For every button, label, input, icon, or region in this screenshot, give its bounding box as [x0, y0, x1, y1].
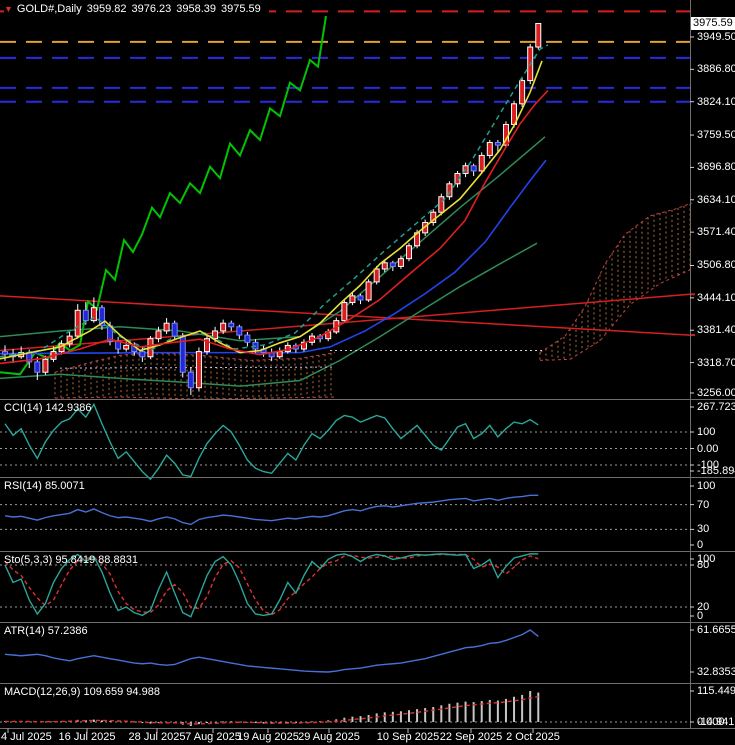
sto-panel-title: Sto(5,3,3) 95.8419 88.8831: [4, 554, 138, 566]
axis-label: 3949.50: [697, 30, 735, 43]
candle: [155, 330, 162, 340]
ohlc-open: 3959.82: [86, 3, 127, 15]
candle: [220, 322, 227, 332]
candle: [406, 245, 412, 260]
symbol-header: ▼ GOLD#,Daily 3959.82 3976.23 3958.39 3975.59: [4, 3, 269, 15]
candle: [212, 330, 219, 340]
candle: [478, 154, 485, 172]
date-label: 22 Sep 2025: [439, 731, 503, 743]
axis-label: 3571.40: [697, 226, 735, 239]
cci-panel-title: CCI(14) 142.9386: [4, 402, 92, 414]
candle: [397, 258, 404, 267]
candle: [34, 361, 41, 373]
candle: [74, 309, 81, 337]
candle: [98, 307, 105, 327]
axis-label: 115.449: [697, 685, 735, 697]
symbol-period: GOLD#,Daily: [16, 3, 82, 15]
axis-label: 0.00: [697, 442, 719, 455]
candle: [276, 351, 283, 358]
axis-label: 3759.50: [697, 129, 735, 142]
axis-label: 3381.40: [697, 324, 735, 337]
candle: [163, 322, 170, 332]
axis-label: 100: [697, 553, 716, 565]
candle: [373, 268, 380, 283]
candle: [90, 307, 97, 322]
date-label: 7 Aug 2025: [185, 731, 241, 743]
candle: [244, 334, 251, 343]
candle: [123, 344, 130, 350]
candle: [519, 80, 526, 105]
axis-label: 80: [697, 559, 710, 571]
axis-label: 3444.10: [697, 291, 735, 304]
axis-label: -14.941: [697, 716, 735, 728]
date-label: 2 Oct 2025: [506, 731, 560, 743]
candle: [204, 338, 210, 353]
axis-label: 3634.10: [697, 193, 735, 206]
candle: [357, 295, 364, 301]
candle: [438, 196, 445, 213]
candle: [228, 322, 235, 328]
candle: [300, 341, 307, 350]
candle: [389, 262, 396, 267]
date-label: 19 Aug 2025: [237, 731, 299, 743]
candle: [535, 23, 542, 48]
axis-label: -100: [697, 459, 720, 471]
macd-panel-title: MACD(12,26,9) 109.659 94.988: [4, 686, 160, 698]
axis-label: 0: [697, 610, 704, 622]
candle: [470, 165, 477, 172]
candle: [2, 351, 8, 355]
date-label: 29 Aug 2025: [298, 731, 360, 743]
candle: [365, 281, 372, 301]
candle: [139, 351, 146, 358]
axis-label: 3318.70: [697, 356, 735, 369]
axis-label: 30: [697, 523, 710, 536]
symbol-marker-icon: ▼: [4, 4, 13, 14]
axis-label: -185.894: [697, 465, 735, 477]
current-price-label: 3975.59: [691, 17, 735, 30]
candle: [42, 358, 49, 373]
axis-label: 3696.80: [697, 161, 735, 174]
candle: [494, 142, 501, 146]
axis-label: 3506.80: [697, 259, 735, 272]
date-label: 4 Jul 2025: [1, 731, 52, 743]
axis-label: 20: [697, 601, 710, 613]
candle: [446, 183, 453, 198]
candle: [341, 302, 348, 322]
ohlc-close: 3975.59: [221, 3, 261, 15]
rsi-panel-title: RSI(14) 85.0071: [4, 480, 85, 492]
axis-label: 70: [697, 498, 710, 511]
axis-label: 61.6655: [697, 624, 735, 636]
candle: [486, 142, 493, 156]
axis-label: 3824.10: [697, 95, 735, 108]
axis-label: 267.7233: [697, 401, 735, 413]
axis-label: 100: [697, 480, 716, 492]
candle: [236, 326, 243, 336]
axis-label: 100: [697, 426, 716, 438]
axis-label: 3886.80: [697, 63, 735, 76]
date-label: 16 Jul 2025: [58, 731, 116, 743]
candle: [82, 309, 89, 322]
candle: [381, 262, 388, 270]
atr-panel-title: ATR(14) 57.2386: [4, 625, 88, 637]
candle: [171, 322, 178, 337]
candle: [349, 295, 356, 304]
ohlc-low: 3958.39: [176, 3, 217, 15]
axis-label: 0.000: [697, 716, 725, 728]
axis-label: 32.8353: [697, 665, 735, 678]
date-label: 28 Jul 2025: [128, 731, 186, 743]
ohlc-high: 3976.23: [131, 3, 172, 15]
candle: [187, 371, 194, 389]
date-label: 10 Sep 2025: [376, 731, 440, 743]
axis-label: 3256.00: [697, 387, 735, 399]
axis-label: 0: [697, 539, 704, 551]
candle: [195, 351, 202, 389]
